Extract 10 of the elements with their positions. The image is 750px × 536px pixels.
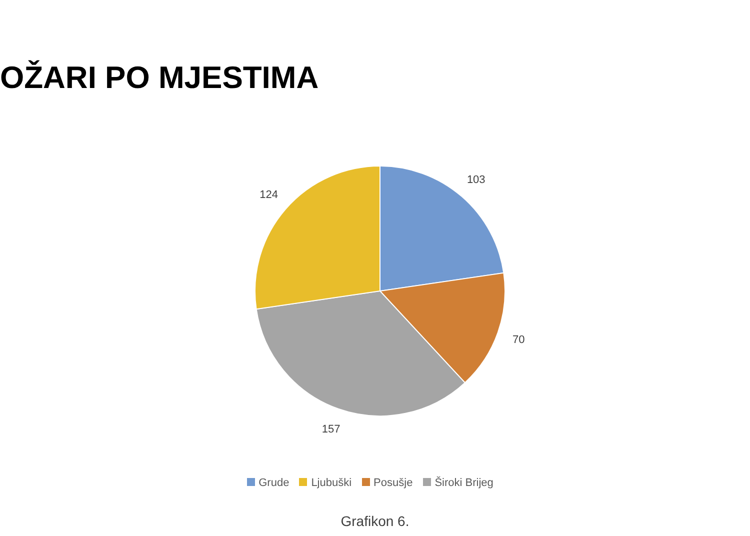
data-label: 103	[466, 174, 486, 186]
text: Grafikon 6.	[340, 513, 410, 529]
data-label: 124	[260, 188, 278, 201]
legend-label: Široki Brijeg	[434, 477, 494, 489]
data-label: 157	[322, 424, 340, 436]
data-label: 70	[512, 334, 525, 346]
legend-label: Ljubuški	[311, 477, 352, 489]
legend-label: Posušje	[374, 477, 413, 489]
chart-title: OŽARI PO MJESTIMA	[0, 60, 319, 96]
legend-label: Grude	[258, 477, 290, 489]
